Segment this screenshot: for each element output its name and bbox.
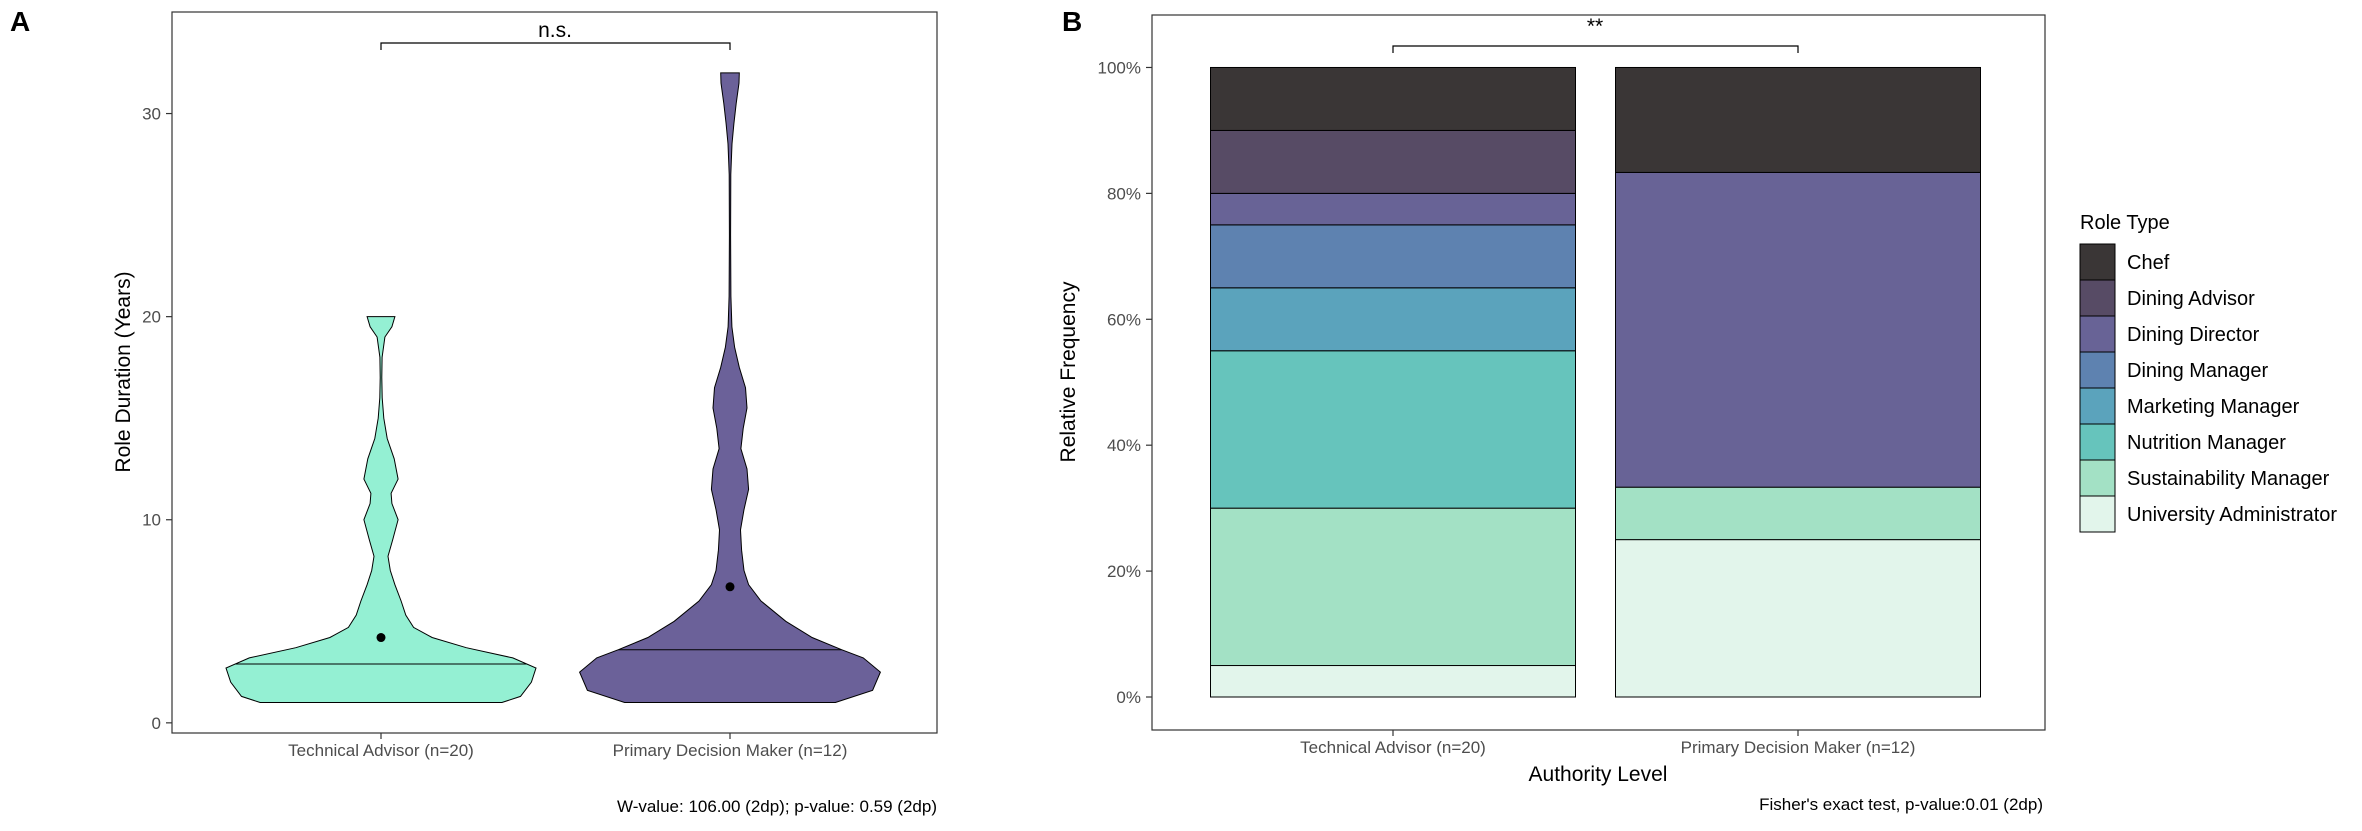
bar-segment-university-administrator [1210, 665, 1576, 698]
panel-a-significance-label: n.s. [538, 19, 572, 42]
panel-b-x-axis-title: Authority Level [1529, 763, 1668, 786]
panel-b-y-tick-label: 20% [1107, 562, 1141, 581]
bar-segment-chef [1210, 66, 1576, 131]
violin-mean-point [376, 633, 386, 643]
legend-label: Dining Director [2127, 324, 2260, 346]
legend-swatch [2079, 243, 2116, 281]
panel-b-y-tick-label: 100% [1098, 58, 1141, 77]
legend-label: Dining Advisor [2127, 288, 2255, 310]
panel-b-y-tick-label: 80% [1107, 184, 1141, 203]
bar-segment-sustainability-manager [1615, 486, 1981, 541]
legend-swatch [2079, 351, 2116, 389]
bar-segment-sustainability-manager [1210, 507, 1576, 667]
legend-label: Marketing Manager [2127, 396, 2300, 418]
panel-a-y-tick-label: 20 [142, 308, 161, 327]
legend-label: Chef [2127, 252, 2170, 274]
bar-segment-dining-advisor [1210, 129, 1576, 194]
legend-swatch [2079, 495, 2116, 533]
legend: Chef Dining Advisor Dining Director Dining … [2079, 243, 2337, 533]
legend-label: Sustainability Manager [2127, 468, 2330, 490]
bar-segment-dining-director [1210, 192, 1576, 226]
bar-segment-university-administrator [1615, 539, 1981, 698]
panel-a-y-tick-label: 30 [142, 105, 161, 124]
panel-a-y-axis-title: Role Duration (Years) [112, 271, 135, 472]
violin-primary-decision-maker [578, 72, 882, 703]
legend-label: Dining Manager [2127, 360, 2269, 382]
panel-a-significance-bracket [380, 42, 731, 50]
legend-swatch [2079, 279, 2116, 317]
legend-label: Nutrition Manager [2127, 432, 2286, 454]
legend-swatch [2079, 423, 2116, 461]
panel-a-x-tick-label: Primary Decision Maker (n=12) [613, 741, 848, 760]
bar-segment-dining-manager [1210, 224, 1576, 289]
panel-b-y-tick-label: 40% [1107, 436, 1141, 455]
violin-mean-point [725, 582, 735, 592]
bar-segment-dining-director [1615, 171, 1981, 488]
panel-b-x-tick-label: Primary Decision Maker (n=12) [1681, 738, 1916, 757]
panel-b-significance-bracket [1392, 45, 1799, 53]
panel-a-x-tick-label: Technical Advisor (n=20) [288, 741, 474, 760]
violin-technical-advisor [225, 316, 537, 703]
panel-a-y-tick-label: 10 [142, 511, 161, 530]
panel-b-y-tick-label: 60% [1107, 310, 1141, 329]
panel-a-footnote: W-value: 106.00 (2dp); p-value: 0.59 (2d… [617, 797, 937, 816]
panel-b-y-tick-label: 0% [1116, 688, 1141, 707]
legend-title: Role Type [2080, 212, 2170, 234]
panel-b-tag: B [1062, 6, 1082, 37]
panel-a-y-tick-label: 0 [152, 714, 161, 733]
legend-swatch [2079, 459, 2116, 497]
bar-segment-nutrition-manager [1210, 350, 1576, 509]
legend-swatch [2079, 387, 2116, 425]
legend-swatch [2079, 315, 2116, 353]
legend-label: University Administrator [2127, 504, 2337, 526]
panel-a-frame [171, 11, 938, 734]
panel-b-footnote: Fisher's exact test, p-value:0.01 (2dp) [1759, 795, 2043, 814]
panel-b-significance-label: ** [1587, 15, 1603, 38]
bar-segment-chef [1615, 66, 1981, 173]
panel-a-tag: A [10, 6, 30, 37]
panel-b-x-tick-label: Technical Advisor (n=20) [1300, 738, 1486, 757]
panel-b-y-axis-title: Relative Frequency [1057, 281, 1080, 462]
bar-segment-marketing-manager [1210, 287, 1576, 352]
